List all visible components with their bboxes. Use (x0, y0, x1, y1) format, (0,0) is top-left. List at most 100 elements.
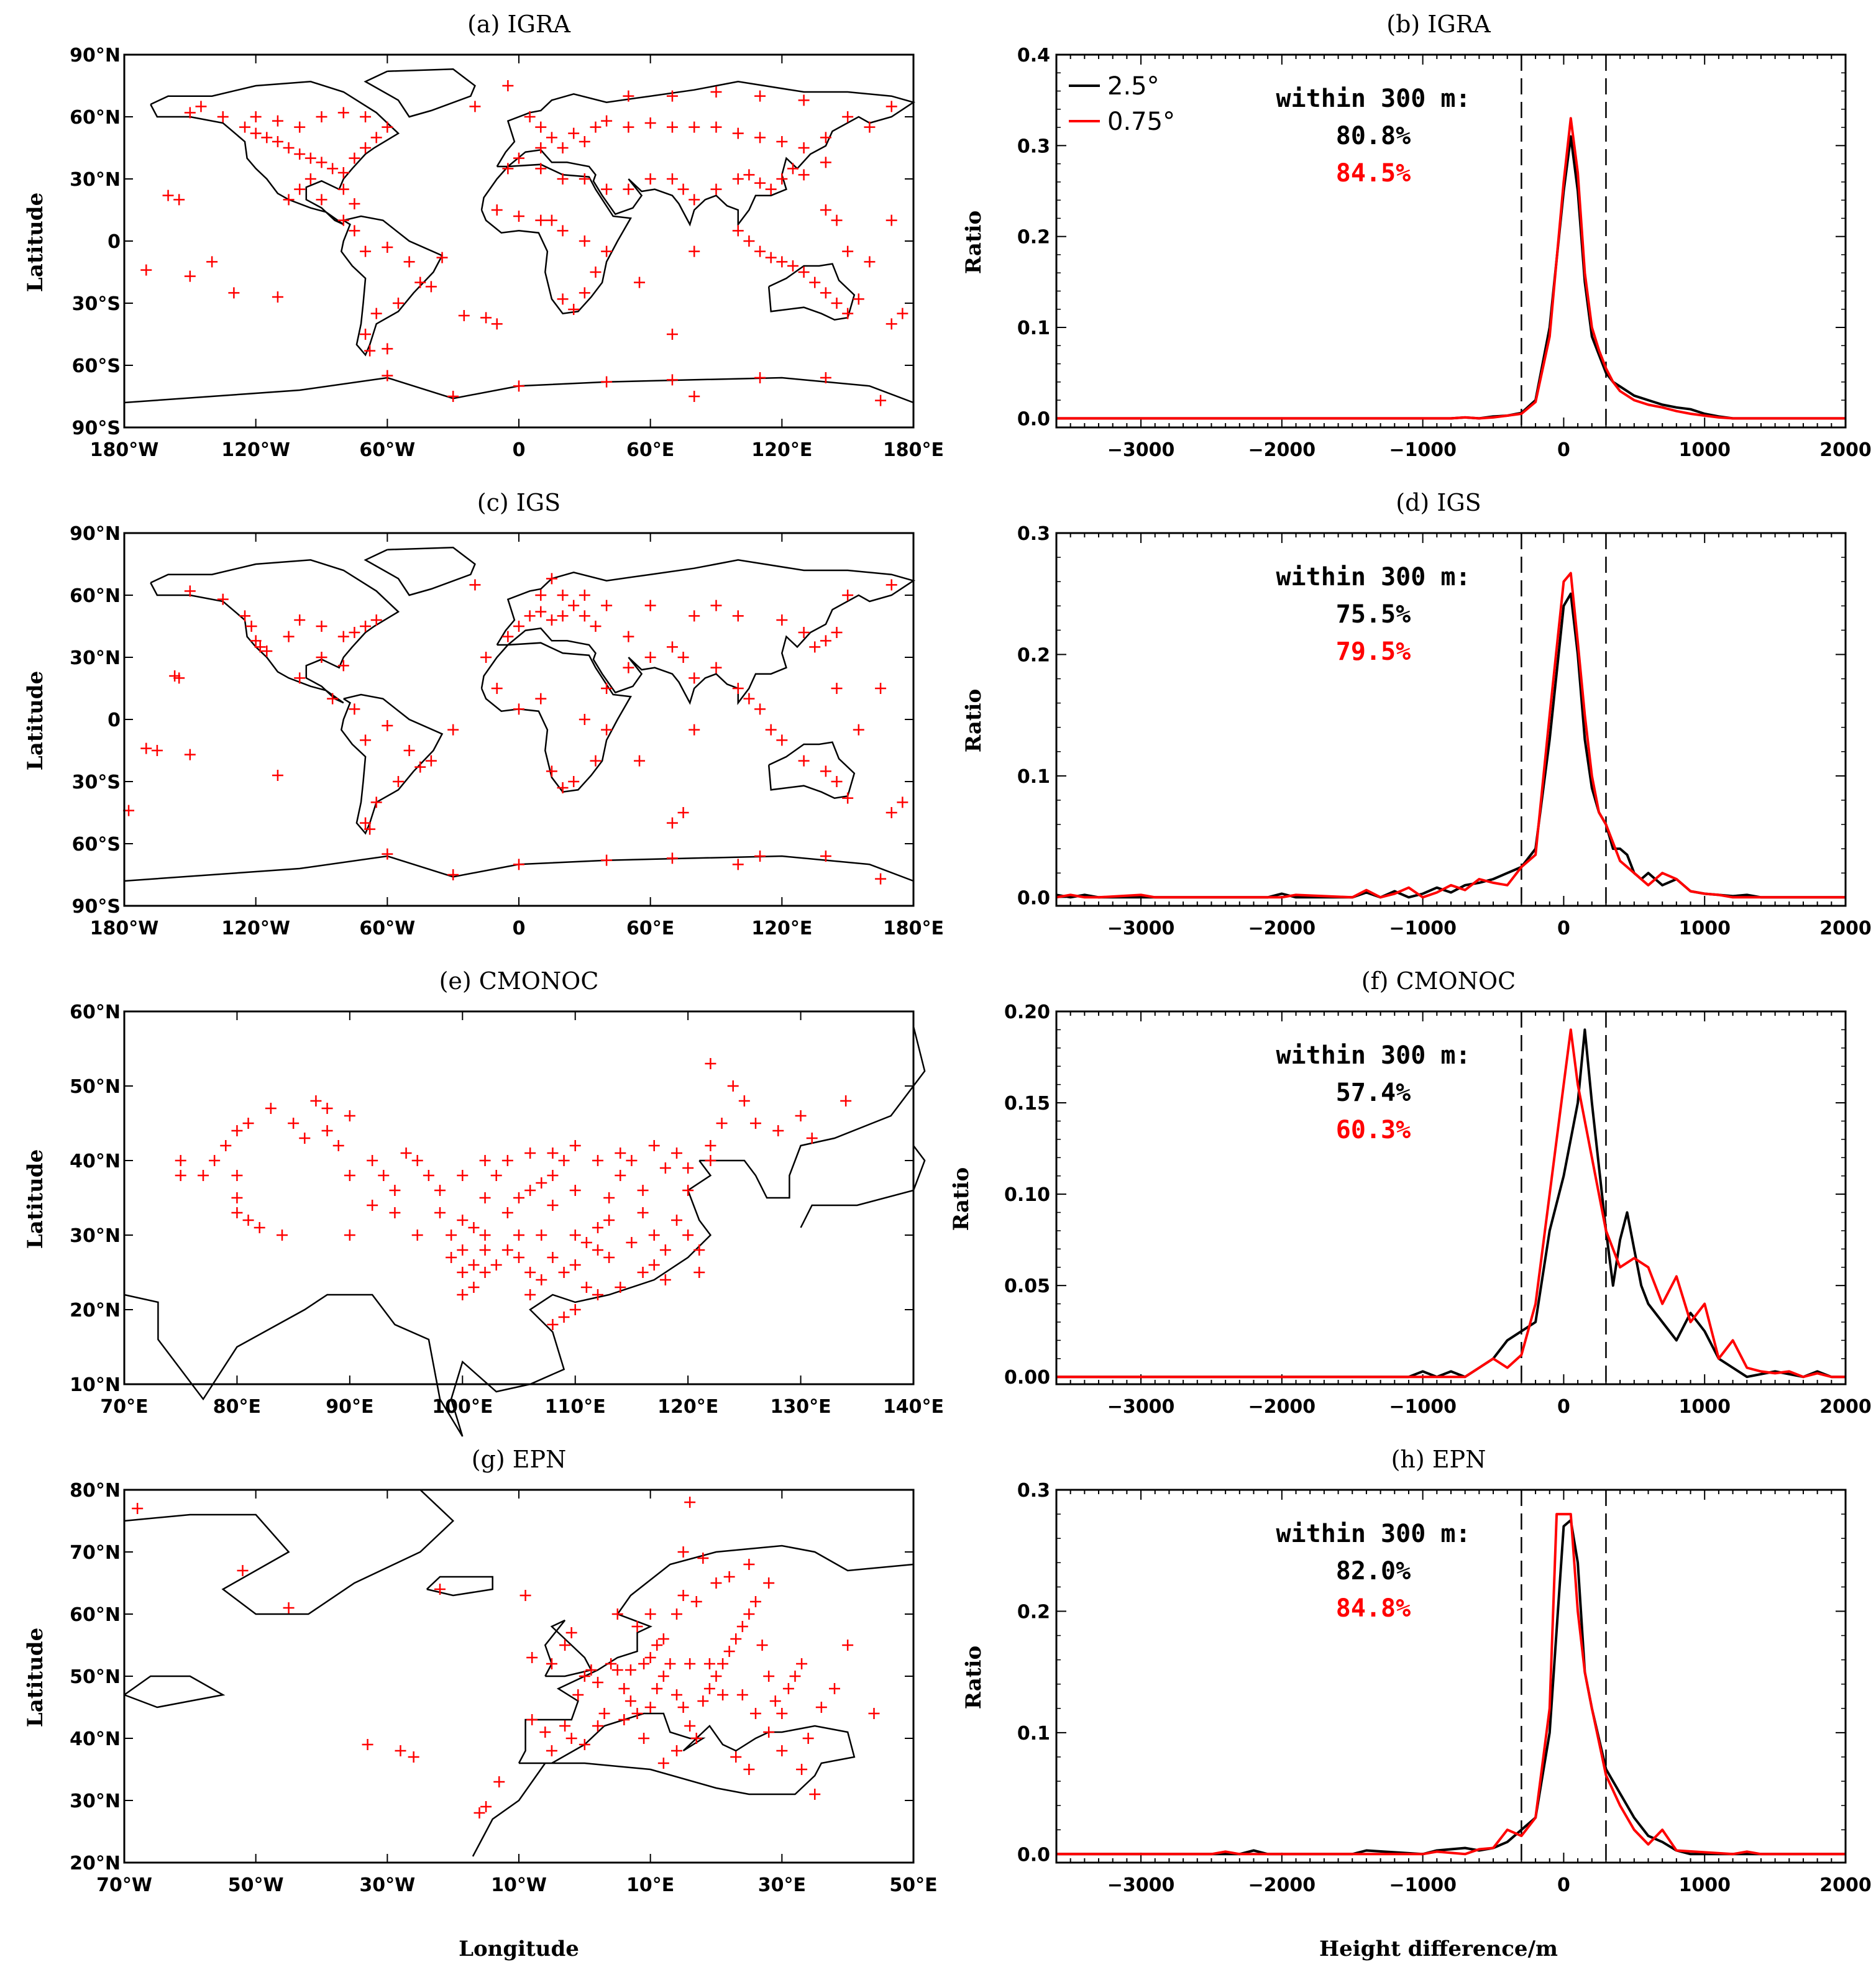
ytick-label-a-5: 60°S (72, 355, 121, 377)
station-marker-c-75 (820, 765, 831, 777)
station-marker-a-61 (601, 115, 613, 127)
station-marker-a-117 (754, 245, 766, 257)
xtick-label-a-4: 60°E (626, 439, 674, 461)
xtick-label-e-1: 80°E (213, 1396, 261, 1418)
station-marker-c-97 (623, 662, 634, 673)
ytick-label-g-5: 30°N (70, 1791, 121, 1812)
station-marker-a-95 (754, 177, 766, 189)
station-marker-c-25 (349, 703, 360, 715)
station-marker-a-98 (787, 163, 798, 175)
station-marker-e-58 (592, 1244, 603, 1256)
xtick-label-b-5: 2000 (1819, 439, 1872, 461)
station-marker-a-47 (436, 252, 448, 263)
ytick-label-h-0: 0.0 (1017, 1844, 1050, 1866)
xtick-label-d-3: 0 (1557, 918, 1570, 939)
xtick-label-c-1: 120°W (221, 918, 290, 939)
ytick-label-f-0: 0.00 (1004, 1367, 1050, 1389)
station-marker-a-3 (239, 121, 251, 133)
station-marker-e-14 (288, 1118, 300, 1129)
station-marker-a-136 (601, 376, 613, 388)
station-marker-c-34 (425, 755, 437, 767)
station-marker-e-79 (750, 1118, 761, 1129)
station-marker-g-78 (809, 1789, 821, 1800)
station-marker-e-73 (693, 1244, 705, 1256)
station-marker-c-62 (842, 590, 854, 601)
station-marker-c-63 (885, 579, 897, 591)
coastline-e-2 (800, 1145, 926, 1228)
station-marker-a-18 (272, 115, 283, 127)
station-marker-a-66 (710, 121, 722, 133)
xtick-label-c-2: 60°W (359, 918, 415, 939)
station-marker-e-41 (501, 1155, 513, 1166)
station-marker-e-76 (705, 1140, 716, 1151)
station-marker-e-46 (524, 1289, 536, 1300)
station-marker-g-3 (362, 1739, 373, 1750)
station-marker-a-109 (568, 304, 580, 315)
station-marker-g-49 (796, 1658, 808, 1669)
station-marker-e-97 (580, 1237, 592, 1248)
station-marker-g-4 (395, 1745, 406, 1756)
station-marker-e-7 (231, 1170, 243, 1181)
station-marker-a-88 (644, 173, 656, 185)
title-h: (h) EPN (1391, 1446, 1486, 1473)
ytick-label-e-5: 10°N (70, 1374, 121, 1396)
station-marker-e-66 (648, 1230, 660, 1241)
ytick-label-c-0: 90°N (70, 523, 121, 545)
coastline-c-5 (767, 741, 856, 799)
annotation-red-h: 84.8% (1336, 1594, 1411, 1623)
station-marker-g-28 (657, 1671, 669, 1682)
station-marker-c-10 (337, 631, 349, 642)
station-marker-a-70 (798, 142, 810, 153)
station-marker-e-29 (434, 1185, 446, 1196)
coastline-a-1 (340, 215, 444, 357)
station-marker-e-11 (254, 1222, 265, 1233)
station-marker-a-100 (820, 157, 831, 168)
station-marker-a-34 (228, 287, 240, 299)
station-marker-g-65 (690, 1596, 702, 1607)
station-marker-a-9 (304, 152, 316, 164)
ylabel-h: Ratio (961, 1646, 986, 1709)
station-marker-e-16 (310, 1095, 322, 1106)
station-marker-e-55 (569, 1259, 581, 1271)
station-marker-e-22 (344, 1230, 355, 1241)
station-marker-a-49 (458, 310, 470, 321)
station-marker-e-112 (648, 1140, 660, 1151)
station-marker-a-23 (304, 173, 316, 185)
station-marker-a-27 (337, 183, 349, 195)
station-marker-e-84 (705, 1058, 716, 1069)
station-marker-g-8 (493, 1776, 505, 1787)
station-marker-e-88 (479, 1267, 491, 1278)
station-marker-a-33 (206, 256, 218, 268)
xtick-label-a-5: 120°E (751, 439, 812, 461)
station-marker-e-87 (468, 1222, 480, 1233)
station-marker-g-38 (723, 1646, 735, 1657)
station-marker-c-81 (875, 683, 887, 694)
station-marker-c-102 (754, 851, 766, 862)
station-marker-a-97 (776, 173, 788, 185)
station-marker-a-93 (732, 173, 744, 185)
station-marker-e-116 (569, 1304, 581, 1315)
ytick-label-a-1: 60°N (70, 107, 121, 129)
station-marker-e-38 (479, 1230, 491, 1241)
station-marker-a-56 (546, 132, 557, 144)
station-marker-e-68 (659, 1274, 671, 1285)
station-marker-a-13 (349, 152, 360, 164)
station-marker-e-43 (513, 1230, 524, 1241)
station-marker-e-35 (468, 1282, 480, 1293)
ytick-label-f-2: 0.10 (1004, 1184, 1050, 1206)
station-marker-a-83 (535, 163, 547, 175)
station-marker-g-7 (480, 1801, 492, 1812)
ytick-label-c-5: 60°S (72, 834, 121, 856)
station-marker-a-19 (250, 111, 262, 122)
xtick-label-d-0: −3000 (1107, 918, 1175, 939)
station-marker-e-71 (682, 1185, 694, 1196)
station-marker-c-39 (513, 621, 524, 632)
xlabel-h: Height difference/m (1319, 1937, 1558, 1961)
map-a: 180°W 120°W 60°W 0 60°E 120°E 180°E 90°N 60°N 30°… (70, 45, 944, 461)
station-marker-a-8 (294, 148, 306, 160)
ytick-label-b-0: 0.0 (1017, 408, 1050, 430)
xtick-label-a-6: 180°E (883, 439, 944, 461)
station-marker-c-105 (447, 869, 459, 880)
station-marker-a-48 (425, 281, 437, 293)
station-marker-g-81 (684, 1497, 696, 1508)
